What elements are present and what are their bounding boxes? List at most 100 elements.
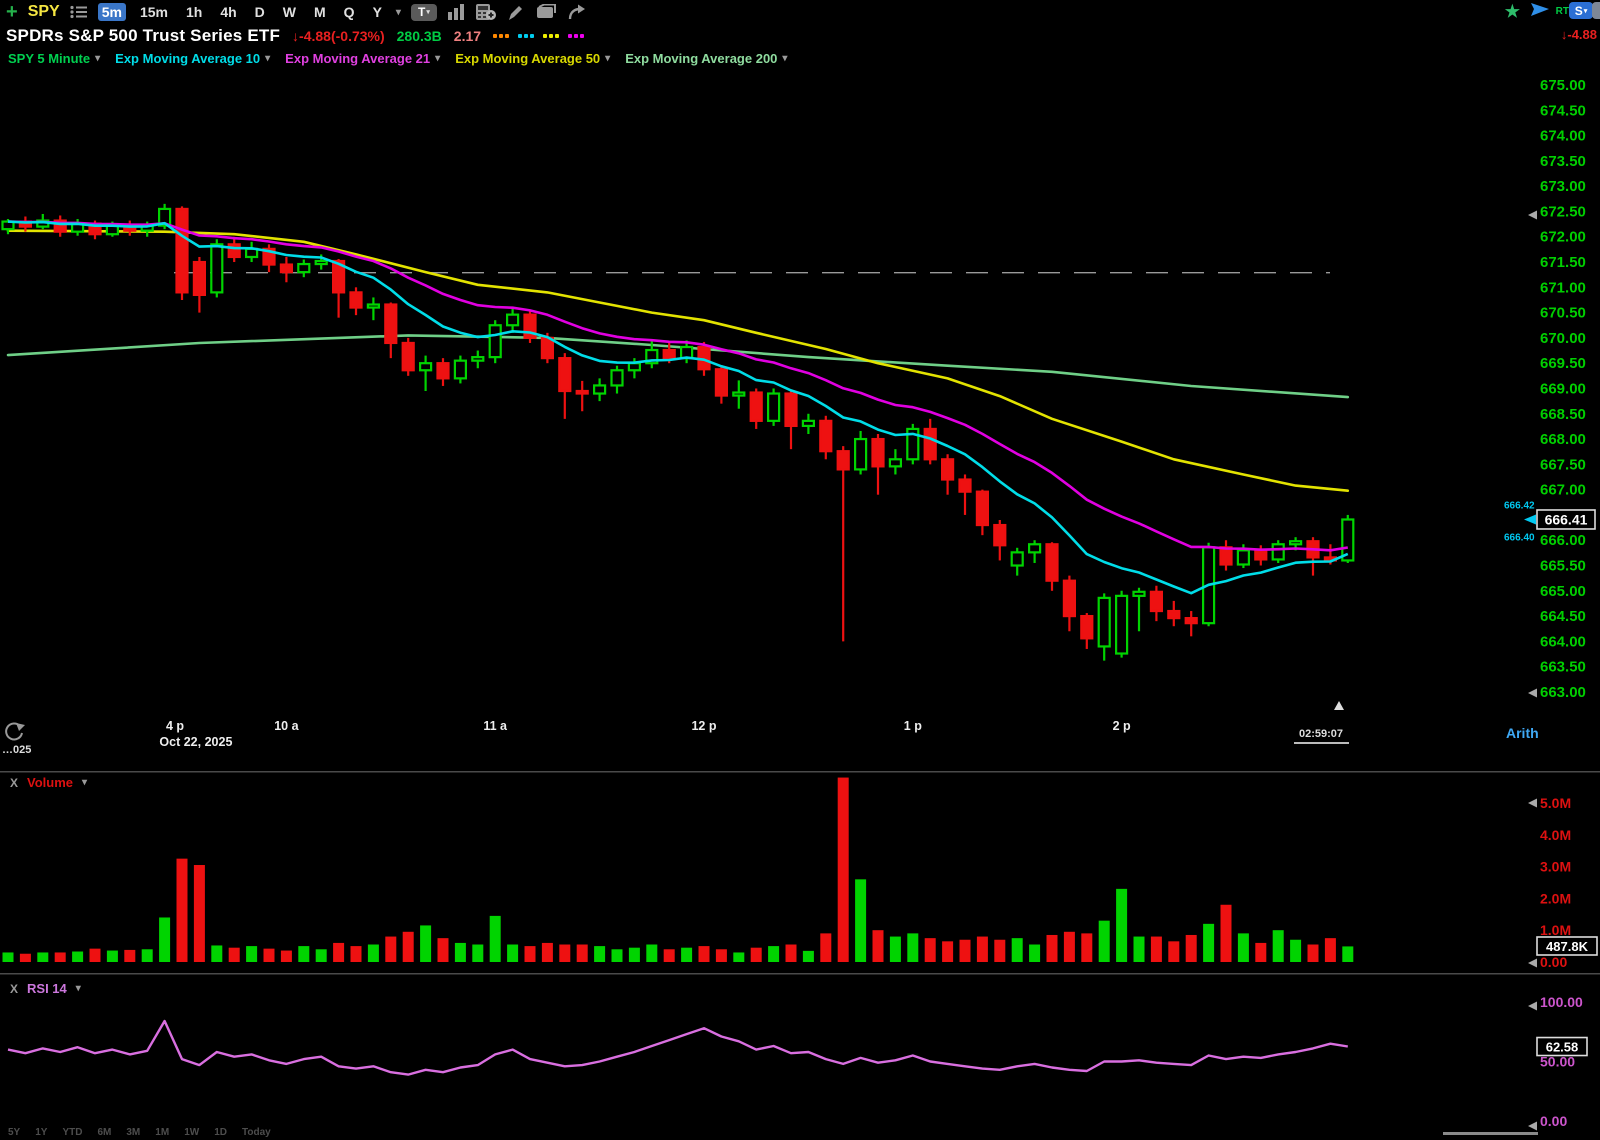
price-axis-label: 672.00 [1540,229,1586,246]
rsi-pane-caret[interactable]: ▾ [75,983,81,994]
ask-label: 666.42 [1504,500,1535,511]
close-volume-button[interactable]: X [10,775,19,790]
price-axis-label: 664.00 [1540,633,1586,650]
share-forward-button[interactable] [567,4,587,21]
timeframe-button-y[interactable]: Y [372,4,382,20]
current-volume-value: 487.8K [1546,939,1589,954]
range-link-today[interactable]: Today [241,1127,271,1138]
main-toolbar: + SPY 5m 15m 1h 4h D W M Q Y ▾ T ▾ ★ [0,0,1600,24]
add-symbol-button[interactable]: + [6,1,18,23]
legend-item-exp-moving-average-200[interactable]: Exp Moving Average 200 ▾ [625,51,787,66]
timeframe-bar: 5m 15m 1h 4h D W M Q Y [97,3,386,21]
legend-item-label: SPY 5 Minute [8,50,91,66]
chevron-down-icon: ▾ [782,52,788,64]
legend-item-exp-moving-average-21[interactable]: Exp Moving Average 21 ▾ [285,51,440,66]
status-dots-1[interactable] [493,34,510,38]
documents-button[interactable] [535,4,557,20]
timeframe-caret[interactable]: ▾ [395,6,401,18]
status-dots-4[interactable] [568,34,585,38]
price-axis-label: 664.50 [1540,608,1586,625]
timeframe-button-15m[interactable]: 15m [139,4,168,20]
time-tick-label: 10 a [274,719,299,733]
volume-pane-label[interactable]: Volume [27,775,74,790]
change-value: -4.88 [299,28,331,44]
price-axis[interactable]: 675.00 674.50 674.00 673.50 673.00 672.50 672.… [1528,77,1586,701]
price-axis-label: 668.50 [1540,406,1586,423]
metric-value: 2.17 [453,28,482,44]
price-axis-label: 670.00 [1540,330,1586,347]
current-time-label: 02:59:07 [1299,728,1343,740]
timeframe-button-5m[interactable]: 5m [97,3,126,21]
volume-axis-label: 0.00 [1540,954,1567,970]
timeframe-button-q[interactable]: Q [343,4,355,20]
legend-item-exp-moving-average-50[interactable]: Exp Moving Average 50 ▾ [455,51,610,66]
pane-separators [0,771,1600,1135]
price-axis-label: 665.50 [1540,558,1586,575]
timeframe-button-w[interactable]: W [282,4,296,20]
clipped-date-label: …025 [2,744,31,756]
axis-marker-icon [1528,958,1537,968]
draw-pencil-button[interactable] [507,4,525,21]
range-link-ytd[interactable]: YTD [62,1127,83,1138]
volume-axis-label: 2.0M [1540,890,1571,906]
timeframe-button-1h[interactable]: 1h [185,4,203,20]
range-link-1m[interactable]: 1M [155,1127,170,1138]
market-cap-value: 280.3B [396,28,442,44]
legend-item-label: Exp Moving Average 10 [115,50,261,66]
rsi-axis-label: 50.00 [1540,1054,1575,1070]
clipped-toolbar-icon[interactable] [1592,2,1600,19]
text-tool-button[interactable]: T ▾ [410,3,437,21]
rsi-pane-label[interactable]: RSI 14 [27,981,67,996]
legend-item-spy-5-minute[interactable]: SPY 5 Minute ▾ [8,51,100,66]
date-label: Oct 22, 2025 [159,735,232,749]
calculator-button[interactable] [475,3,497,21]
reload-history-icon[interactable] [5,722,23,741]
etf-name: SPDRs S&P 500 Trust Series ETF [6,26,281,45]
price-axis-label: 671.00 [1540,279,1586,296]
axis-marker-icon [1528,1001,1537,1011]
price-axis-label: 669.00 [1540,380,1586,397]
range-link-1w[interactable]: 1W [184,1127,200,1138]
axis-marker-icon [1528,1121,1537,1131]
axis-marker-icon [1528,210,1537,220]
h-scrollbar-thumb[interactable] [1443,1132,1538,1135]
close-rsi-button[interactable]: X [10,981,19,996]
volume-pane-header: X Volume ▾ [10,775,87,790]
price-axis-label: 675.00 [1540,77,1586,94]
timeframe-button-d[interactable]: D [254,4,265,20]
axis-marker-icon [1528,688,1537,698]
indicators-button[interactable] [447,4,465,20]
legend-item-label: Exp Moving Average 50 [455,50,601,66]
price-axis-label: 669.50 [1540,355,1586,372]
time-axis[interactable]: 4 p 10 a 11 a 12 p 1 p 2 p Oct 22, 2025 02:59:0… [2,701,1539,756]
price-axis-label: 667.50 [1540,456,1586,473]
current-rsi-value: 62.58 [1546,1040,1579,1055]
symbol-label[interactable]: SPY [27,3,60,20]
favorite-star-icon[interactable]: ★ [1504,2,1520,21]
timeframe-button-m[interactable]: M [314,4,326,20]
watchlist-icon[interactable] [70,5,88,19]
status-dots-2[interactable] [518,34,535,38]
volume-pane-caret[interactable]: ▾ [82,777,88,788]
flag-icon[interactable] [1530,2,1552,22]
rsi-axis[interactable]: 100.00 50.00 0.00 62.58 [1528,994,1588,1131]
range-link-6m[interactable]: 6M [97,1127,112,1138]
scale-mode-label[interactable]: Arith [1506,725,1539,741]
range-link-1d[interactable]: 1D [214,1127,227,1138]
range-link-3m[interactable]: 3M [126,1127,141,1138]
price-axis-label: 674.50 [1540,102,1586,119]
stream-select-button[interactable]: S ▾ [1569,2,1593,19]
status-dots-3[interactable] [543,34,560,38]
timeframe-button-4h[interactable]: 4h [220,4,237,20]
volume-axis-label: 3.0M [1540,859,1571,875]
change-down-arrow-icon: ↓ [1560,27,1568,42]
volume-axis-label: 5.0M [1540,795,1571,811]
overlay-exp-moving-average-50 [6,229,1350,492]
price-axis-label: 674.00 [1540,128,1586,145]
legend-item-exp-moving-average-10[interactable]: Exp Moving Average 10 ▾ [115,51,270,66]
range-link-5y[interactable]: 5Y [8,1127,21,1138]
range-link-1y[interactable]: 1Y [35,1127,48,1138]
